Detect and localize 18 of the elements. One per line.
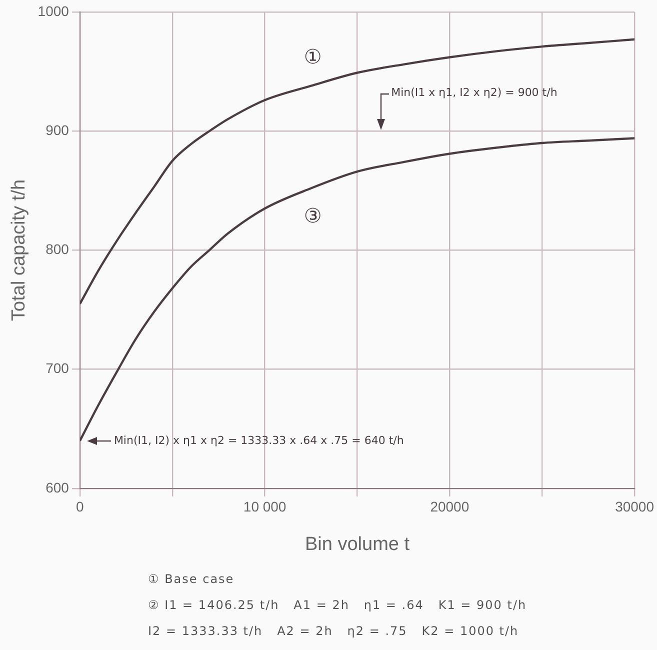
text: I2 = 1333.33 t/h A2 = 2h η2 = .75 K2 = 1000 t/h [148,623,520,640]
y-tick-label: 800 [46,241,70,258]
y-tick-label: 600 [46,479,70,496]
y-tick-label: 1000 [38,2,70,19]
annotation: Min(I1, I2) x η1 x η2 = 1333.33 x .64 x .75 = 640 t/h [114,434,404,448]
y-tick-label: 900 [46,122,70,138]
x-axis-title: Bin volume t [304,534,410,555]
series-label: ① [304,44,322,68]
x-tick-label: 10 000 [243,498,286,515]
y-axis-title: Total capacity t/h [8,179,30,321]
x-tick-label: 20000 [430,498,470,515]
x-tick-label: 0 [76,498,84,515]
y-tick-label: 700 [46,360,70,376]
text: ② I1 = 1406.25 t/h A1 = 2h η1 = .64 K1 = 900 t/h [148,597,528,614]
series-label: ③ [304,204,322,228]
annotation: Min(I1 x η1, I2 x η2) = 900 t/h [391,86,558,100]
text: ① Base case [148,571,236,588]
x-tick-label: 30000 [615,498,654,515]
